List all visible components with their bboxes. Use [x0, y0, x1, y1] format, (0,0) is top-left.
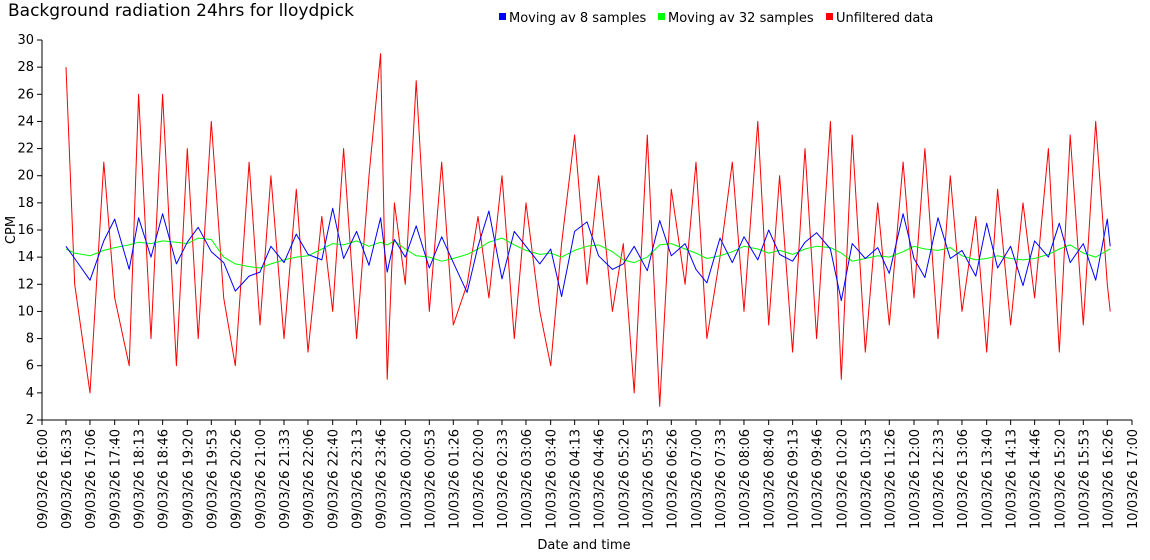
legend-swatch	[826, 13, 833, 20]
x-tick-label: 10/03/26 13:06	[956, 429, 971, 529]
plot-area	[65, 53, 1111, 407]
y-tick-label: 8	[26, 332, 34, 347]
x-tick-label: 09/03/26 23:13	[351, 429, 366, 529]
x-tick-label: 09/03/26 23:46	[375, 429, 390, 529]
legend-label: Moving av 8 samples	[509, 11, 647, 26]
x-tick-label: 10/03/26 07:00	[690, 429, 705, 529]
series-0	[65, 207, 1111, 302]
y-tick-label: 20	[17, 169, 34, 184]
x-tick-label: 09/03/26 22:40	[327, 429, 342, 529]
y-tick-label: 22	[17, 142, 34, 157]
series-line	[65, 207, 1111, 302]
x-tick-label: 10/03/26 10:53	[859, 429, 874, 529]
x-tick-label: 10/03/26 10:20	[835, 429, 850, 529]
x-tick-label: 09/03/26 19:20	[181, 429, 196, 529]
x-tick-label: 10/03/26 00:20	[399, 429, 414, 529]
x-axis-title: Date and time	[537, 538, 630, 553]
y-axis-title: CPM	[4, 216, 19, 244]
y-tick-label: 12	[17, 277, 34, 292]
x-tick-label: 09/03/26 18:13	[133, 429, 148, 529]
x-tick-label: 10/03/26 12:00	[908, 429, 923, 529]
x-tick-label: 10/03/26 14:13	[1005, 429, 1020, 529]
y-tick-label: 4	[26, 386, 34, 401]
legend-item: Unfiltered data	[826, 11, 933, 26]
x-tick-label: 10/03/26 09:13	[787, 429, 802, 529]
series-line	[65, 237, 1111, 269]
y-tick-label: 14	[17, 250, 34, 265]
x-tick-label: 09/03/26 22:06	[302, 429, 317, 529]
x-tick-label: 09/03/26 19:53	[205, 429, 220, 529]
x-tick-label: 10/03/26 16:26	[1101, 429, 1116, 529]
x-tick-label: 09/03/26 17:40	[109, 429, 124, 529]
x-tick-label: 10/03/26 02:33	[496, 429, 511, 529]
y-tick-label: 24	[17, 114, 34, 129]
x-tick-label: 09/03/26 20:26	[229, 429, 244, 529]
legend-item: Moving av 32 samples	[658, 11, 814, 26]
x-tick-label: 10/03/26 05:20	[617, 429, 632, 529]
x-tick-label: 10/03/26 13:40	[981, 429, 996, 529]
x-tick-label: 10/03/26 04:46	[593, 429, 608, 529]
x-tick-label: 10/03/26 07:33	[714, 429, 729, 529]
legend-swatch	[658, 13, 665, 20]
x-tick-label: 10/03/26 15:53	[1077, 429, 1092, 529]
x-tick-label: 09/03/26 21:33	[278, 429, 293, 529]
x-tick-label: 10/03/26 14:46	[1029, 429, 1044, 529]
x-tick-label: 09/03/26 21:00	[254, 429, 269, 529]
x-tick-label: 09/03/26 16:33	[60, 429, 75, 529]
legend-label: Unfiltered data	[836, 11, 933, 26]
x-tick-label: 10/03/26 02:00	[472, 429, 487, 529]
series-1	[65, 237, 1111, 269]
x-tick-label: 10/03/26 08:40	[763, 429, 778, 529]
x-tick-label: 10/03/26 01:26	[447, 429, 462, 529]
x-axis: 09/03/26 16:00 09/03/26 16:33 09/03/26 17:…	[36, 419, 1141, 529]
y-tick-label: 16	[17, 223, 34, 238]
y-tick-label: 18	[17, 196, 34, 211]
series-line	[65, 53, 1111, 407]
x-tick-label: 10/03/26 15:20	[1053, 429, 1068, 529]
x-tick-label: 09/03/26 17:06	[84, 429, 99, 529]
legend-item: Moving av 8 samples	[499, 11, 647, 26]
x-tick-label: 10/03/26 06:26	[665, 429, 680, 529]
y-tick-label: 6	[26, 359, 34, 374]
x-tick-label: 09/03/26 16:00	[36, 429, 51, 529]
x-tick-label: 10/03/26 08:06	[738, 429, 753, 529]
legend-label: Moving av 32 samples	[668, 11, 814, 26]
x-tick-label: 10/03/26 09:46	[811, 429, 826, 529]
x-tick-label: 10/03/26 04:13	[569, 429, 584, 529]
y-tick-label: 2	[26, 413, 34, 428]
x-tick-label: 10/03/26 17:00	[1126, 429, 1141, 529]
x-tick-label: 10/03/26 12:33	[932, 429, 947, 529]
chart-title: Background radiation 24hrs for lloydpick	[8, 1, 354, 21]
y-tick-label: 26	[17, 87, 34, 102]
x-tick-label: 10/03/26 05:53	[641, 429, 656, 529]
y-tick-label: 30	[17, 33, 34, 48]
y-tick-label: 28	[17, 60, 34, 75]
x-tick-label: 09/03/26 18:46	[157, 429, 172, 529]
x-tick-label: 10/03/26 03:40	[545, 429, 560, 529]
series-2	[65, 53, 1111, 407]
x-tick-label: 10/03/26 00:53	[423, 429, 438, 529]
x-tick-label: 10/03/26 03:06	[520, 429, 535, 529]
legend: Moving av 8 samples Moving av 32 samples U…	[499, 11, 933, 26]
x-tick-label: 10/03/26 11:26	[883, 429, 898, 529]
y-tick-label: 10	[17, 304, 34, 319]
legend-swatch	[499, 13, 506, 20]
